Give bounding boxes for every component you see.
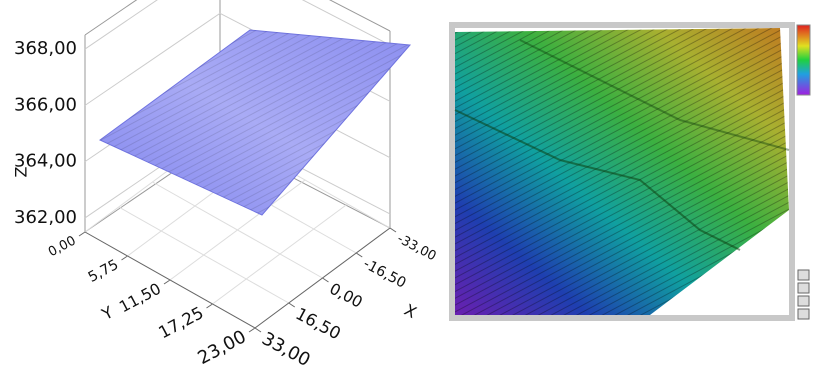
y-tick-label: 5,75: [86, 257, 122, 286]
x-tick-label: 0,00: [327, 280, 366, 312]
plot-3d-colormap: [449, 22, 810, 321]
tick-mark: [207, 304, 213, 308]
tool-button[interactable]: [798, 296, 809, 306]
color-bar: [797, 25, 810, 95]
y-tick-label: 11,50: [116, 280, 164, 317]
x-tick-label: 16,50: [293, 303, 345, 343]
tick-mark: [255, 328, 261, 332]
surface-mesh: [100, 30, 410, 215]
axis-line: [255, 228, 390, 328]
x-tick-label: 33,00: [258, 328, 313, 371]
tick-mark: [323, 278, 329, 282]
x-tick-label: -33,00: [394, 231, 438, 264]
tick-mark: [289, 303, 295, 307]
y-tick-label: 17,25: [155, 302, 207, 342]
toolbar: [798, 270, 809, 319]
y-tick-label: 0,00: [46, 233, 79, 260]
tick-mark: [122, 256, 128, 260]
screen: 362,00364,00366,00368,000,005,7511,5017,…: [0, 0, 816, 376]
tick-mark: [390, 228, 396, 232]
z-axis-title: Z: [12, 166, 31, 177]
tool-button[interactable]: [798, 283, 809, 293]
x-tick-label: -16,50: [360, 256, 408, 292]
y-tick-label: 23,00: [194, 326, 249, 369]
tick-mark: [79, 232, 85, 236]
plot-3d: 362,00364,00366,00368,000,005,7511,5017,…: [12, 0, 439, 371]
z-tick-label: 368,00: [14, 38, 77, 59]
x-axis-title: X: [401, 300, 420, 322]
z-tick-label: 362,00: [14, 207, 77, 228]
tool-button[interactable]: [798, 270, 809, 280]
tick-mark: [249, 328, 255, 332]
tick-mark: [356, 253, 362, 257]
tool-button[interactable]: [798, 309, 809, 319]
tick-mark: [164, 280, 170, 284]
z-tick-label: 366,00: [14, 94, 77, 115]
y-axis-title: Y: [98, 302, 117, 324]
